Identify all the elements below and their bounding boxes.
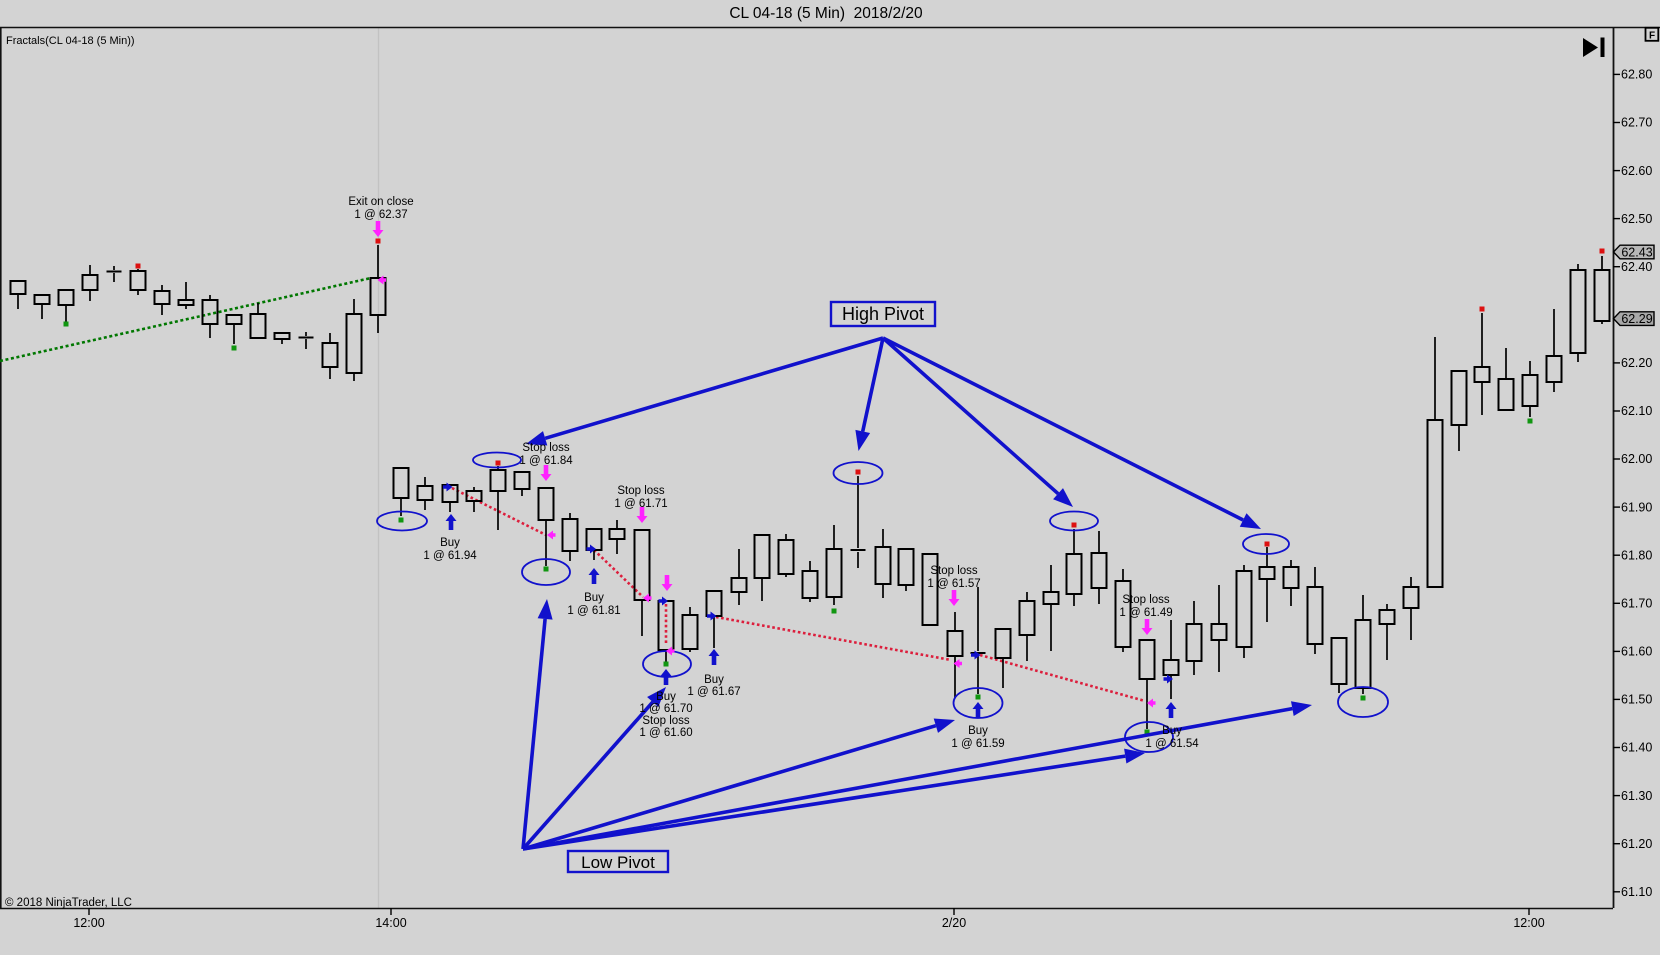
svg-text:61.50: 61.50 bbox=[1621, 693, 1652, 707]
svg-text:1 @ 61.94: 1 @ 61.94 bbox=[423, 550, 477, 562]
svg-text:1 @ 61.71: 1 @ 61.71 bbox=[614, 498, 667, 510]
svg-text:1 @ 61.67: 1 @ 61.67 bbox=[687, 686, 740, 698]
svg-text:1 @ 61.84: 1 @ 61.84 bbox=[519, 455, 573, 467]
svg-text:Fractals(CL 04-18 (5 Min)): Fractals(CL 04-18 (5 Min)) bbox=[6, 35, 135, 47]
svg-text:F: F bbox=[1649, 31, 1655, 42]
svg-text:62.20: 62.20 bbox=[1621, 356, 1652, 370]
svg-text:Buy: Buy bbox=[704, 674, 724, 686]
svg-text:Buy: Buy bbox=[968, 725, 988, 737]
svg-text:61.80: 61.80 bbox=[1621, 548, 1652, 562]
svg-text:62.60: 62.60 bbox=[1621, 164, 1652, 178]
svg-text:61.70: 61.70 bbox=[1621, 597, 1652, 611]
svg-text:62.43: 62.43 bbox=[1621, 245, 1652, 259]
svg-text:1 @ 61.60: 1 @ 61.60 bbox=[639, 727, 692, 739]
svg-text:Buy: Buy bbox=[584, 592, 604, 604]
svg-text:61.60: 61.60 bbox=[1621, 645, 1652, 659]
svg-text:1 @ 61.49: 1 @ 61.49 bbox=[1119, 607, 1172, 619]
svg-text:12:00: 12:00 bbox=[73, 916, 104, 930]
svg-text:62.80: 62.80 bbox=[1621, 68, 1652, 82]
svg-text:61.40: 61.40 bbox=[1621, 741, 1652, 755]
svg-text:1 @ 61.70: 1 @ 61.70 bbox=[639, 703, 692, 715]
svg-text:High Pivot: High Pivot bbox=[842, 304, 924, 324]
svg-text:Stop loss: Stop loss bbox=[522, 442, 570, 454]
svg-text:12:00: 12:00 bbox=[1513, 916, 1544, 930]
svg-text:1 @ 61.57: 1 @ 61.57 bbox=[927, 578, 980, 590]
svg-text:61.20: 61.20 bbox=[1621, 837, 1652, 851]
svg-text:62.29: 62.29 bbox=[1621, 312, 1652, 326]
svg-text:CL 04-18 (5 Min) 2018/2/20: CL 04-18 (5 Min) 2018/2/20 bbox=[729, 5, 923, 22]
svg-text:61.10: 61.10 bbox=[1621, 885, 1652, 899]
svg-text:Buy: Buy bbox=[656, 691, 676, 703]
svg-text:61.30: 61.30 bbox=[1621, 789, 1652, 803]
svg-text:14:00: 14:00 bbox=[375, 916, 406, 930]
svg-text:© 2018 NinjaTrader, LLC: © 2018 NinjaTrader, LLC bbox=[5, 897, 132, 909]
svg-text:62.70: 62.70 bbox=[1621, 116, 1652, 130]
svg-text:Low Pivot: Low Pivot bbox=[581, 853, 655, 872]
svg-text:1 @ 61.59: 1 @ 61.59 bbox=[951, 738, 1004, 750]
svg-text:62.00: 62.00 bbox=[1621, 452, 1652, 466]
svg-text:61.90: 61.90 bbox=[1621, 500, 1652, 514]
svg-text:Stop loss: Stop loss bbox=[617, 485, 665, 497]
svg-text:2/20: 2/20 bbox=[942, 916, 966, 930]
svg-text:1 @ 62.37: 1 @ 62.37 bbox=[354, 209, 407, 221]
svg-text:Buy: Buy bbox=[440, 537, 460, 549]
svg-text:62.40: 62.40 bbox=[1621, 260, 1652, 274]
svg-text:Exit on close: Exit on close bbox=[348, 196, 413, 208]
svg-text:62.10: 62.10 bbox=[1621, 404, 1652, 418]
svg-text:Stop loss: Stop loss bbox=[642, 715, 690, 727]
svg-text:62.50: 62.50 bbox=[1621, 212, 1652, 226]
svg-text:Stop loss: Stop loss bbox=[930, 565, 978, 577]
svg-text:Buy: Buy bbox=[1162, 725, 1182, 737]
svg-text:Stop loss: Stop loss bbox=[1122, 594, 1170, 606]
svg-text:1 @ 61.54: 1 @ 61.54 bbox=[1145, 738, 1199, 750]
svg-text:1 @ 61.81: 1 @ 61.81 bbox=[567, 605, 620, 617]
